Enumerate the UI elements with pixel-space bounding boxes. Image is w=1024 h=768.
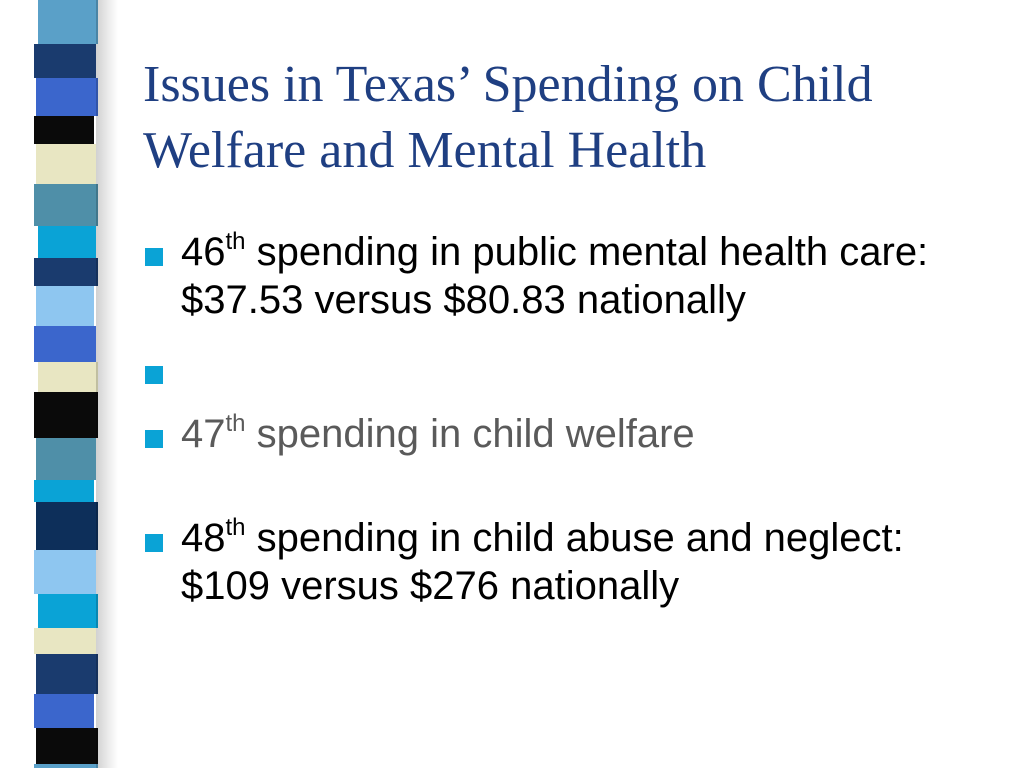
- square-bullet-icon: [145, 534, 163, 552]
- bullet-text: spending in child welfare: [245, 412, 695, 456]
- stripe-block: [34, 326, 96, 362]
- stripe-block: [36, 728, 98, 764]
- bullet-rank-suffix: th: [225, 410, 246, 437]
- bullet-item-mental-health: 46th spending in public mental health ca…: [143, 228, 1003, 324]
- bullet-rank-suffix: th: [225, 514, 246, 541]
- stripe-block: [36, 144, 96, 184]
- stripe-block: [34, 258, 98, 286]
- bullet-rank-suffix: th: [225, 228, 246, 255]
- stripe-block: [38, 226, 96, 258]
- stripe-block: [38, 0, 98, 44]
- stripe-shadow: [96, 0, 118, 768]
- bullet-rank: 46: [181, 230, 226, 274]
- stripe-block: [38, 362, 98, 392]
- stripe-block: [38, 594, 98, 628]
- stripe-block: [36, 286, 94, 326]
- bullet-list: 46th spending in public mental health ca…: [143, 228, 1003, 610]
- stripe-block: [34, 764, 98, 768]
- square-bullet-icon: [145, 366, 163, 384]
- stripe-block: [36, 502, 98, 550]
- bullet-text: spending in child abuse and neglect: $10…: [181, 516, 904, 608]
- bullet-text: spending in public mental health care: $…: [181, 230, 929, 322]
- stripe-block: [36, 438, 96, 480]
- slide-title: Issues in Texas’ Spending on Child Welfa…: [143, 56, 873, 179]
- bullet-item-child-welfare: 47th spending in child welfare: [143, 410, 1003, 458]
- square-bullet-icon: [145, 248, 163, 266]
- stripe-graphic: [34, 0, 98, 768]
- stripe-block: [34, 44, 96, 78]
- stripe-block: [34, 480, 94, 502]
- bullet-rank: 48: [181, 516, 226, 560]
- stripe-block: [36, 654, 98, 694]
- bullet-item-child-abuse: 48th spending in child abuse and neglect…: [143, 514, 1003, 610]
- stripe-block: [34, 184, 98, 226]
- stripe-block: [34, 550, 96, 594]
- stripe-block: [36, 78, 98, 116]
- bullet-rank: 47: [181, 412, 226, 456]
- square-bullet-icon: [145, 430, 163, 448]
- bullet-item-empty: [143, 346, 1003, 394]
- decorative-stripe: [34, 0, 98, 768]
- stripe-block: [34, 628, 96, 654]
- stripe-block: [34, 116, 94, 144]
- stripe-block: [34, 392, 98, 438]
- stripe-block: [34, 694, 94, 728]
